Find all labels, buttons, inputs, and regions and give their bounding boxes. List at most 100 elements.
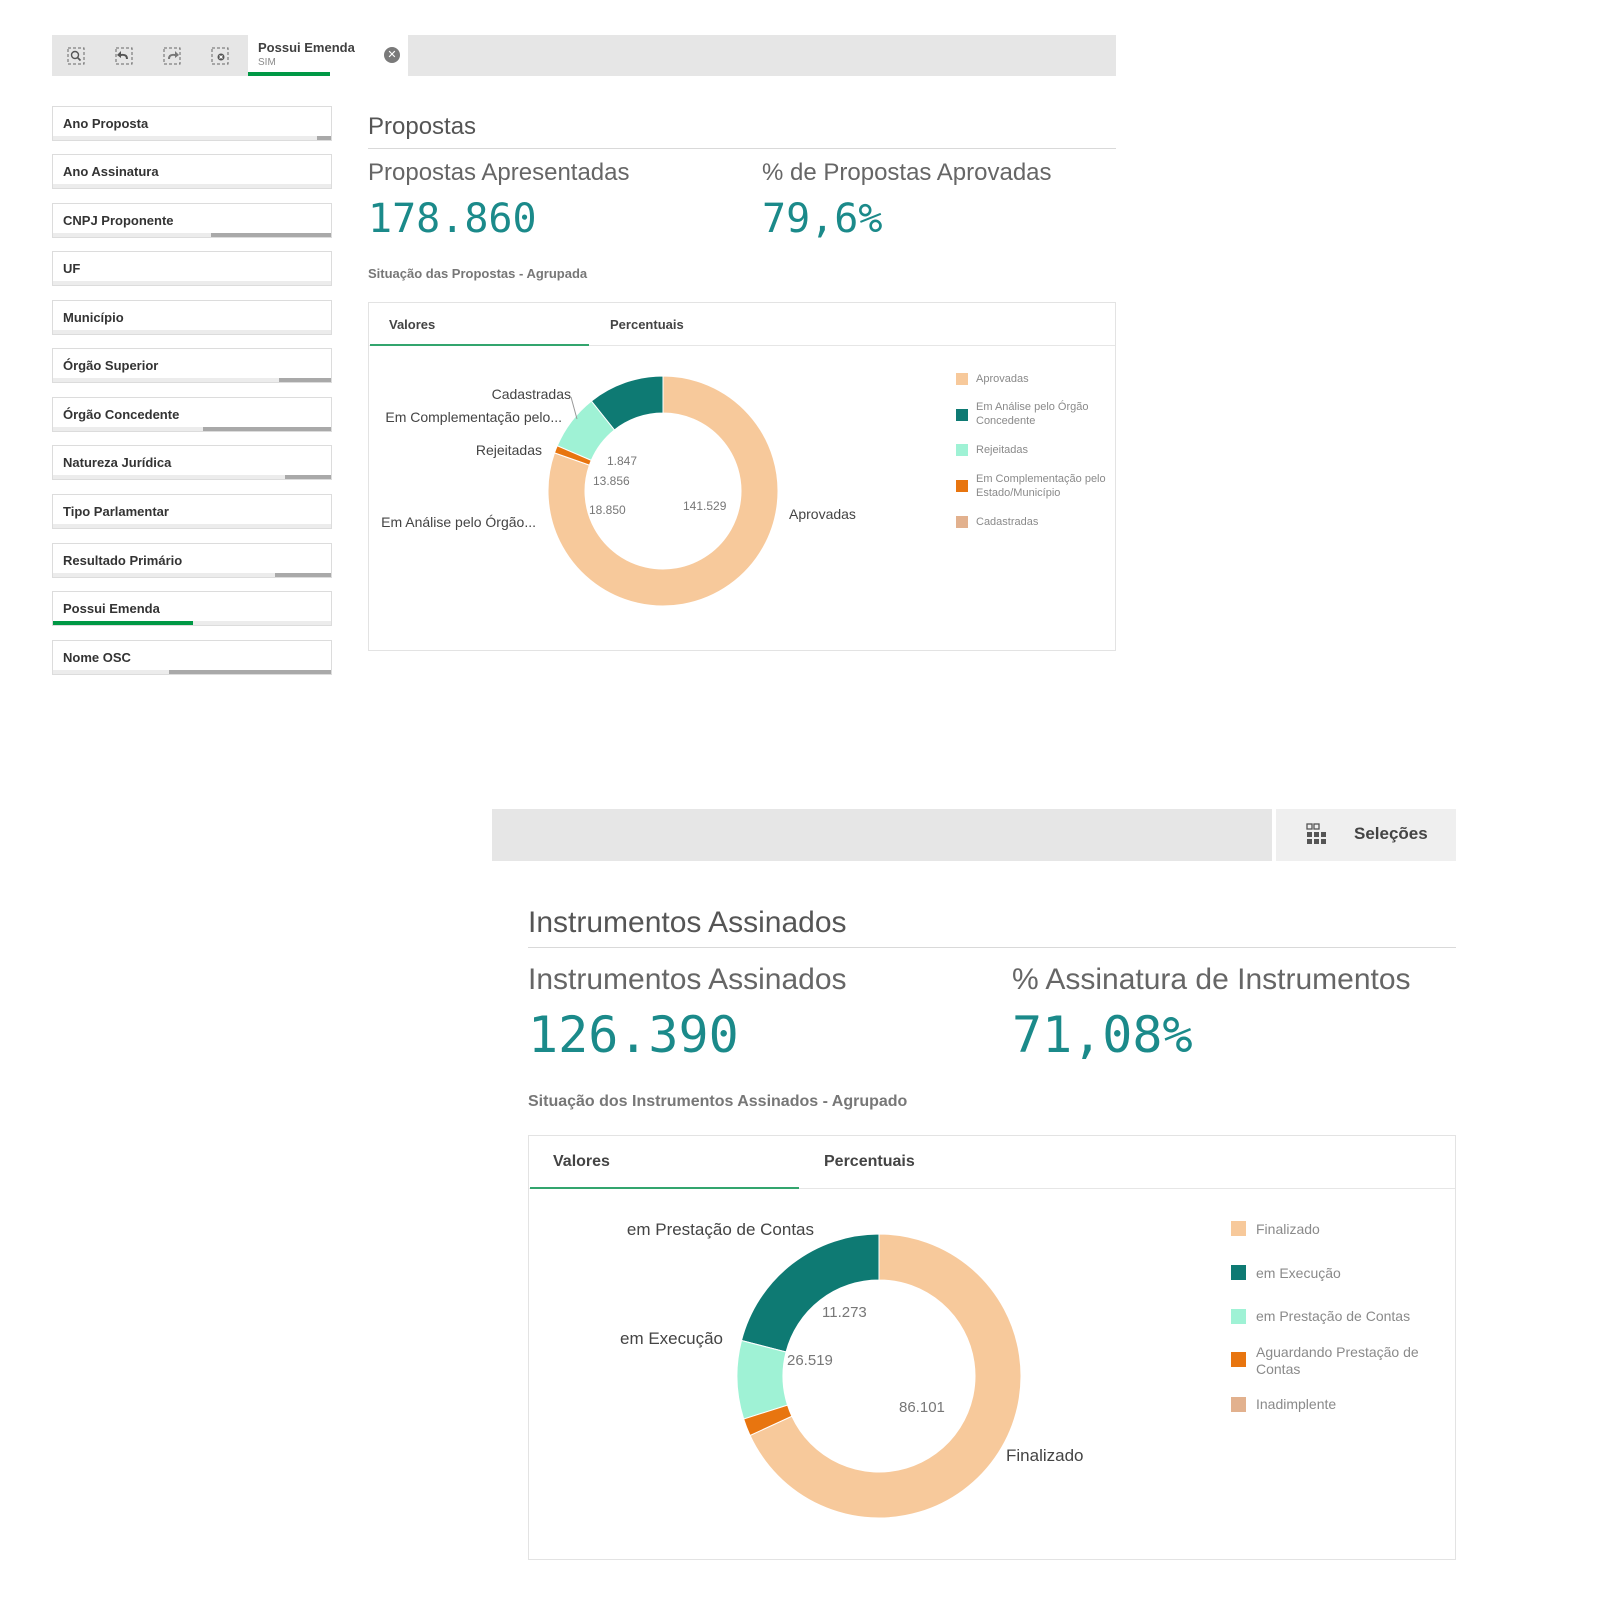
kpi-value-assinatura-instrumentos: 71,08% [1012, 1006, 1193, 1064]
legend-finalizado[interactable]: Finalizado [1256, 1221, 1320, 1237]
value-label-em-analise: 18.850 [589, 503, 626, 517]
filter-uf[interactable]: UF [52, 251, 332, 286]
section-title-propostas: Propostas [368, 113, 477, 140]
legend-swatch-prestacao-contas [1231, 1309, 1246, 1324]
legend-prestacao-contas[interactable]: em Prestação de Contas [1256, 1308, 1411, 1324]
filter-municipio[interactable]: Município [52, 300, 332, 335]
instrumentos-slice-1[interactable] [749, 1233, 1022, 1519]
filter-selected-bar [53, 621, 193, 625]
kpi-label-instrumentos-assinados: Instrumentos Assinados [528, 963, 847, 996]
filter-label: CNPJ Proponente [63, 213, 174, 228]
filter-label: Nome OSC [63, 650, 131, 665]
kpi-label-propostas-apresentadas: Propostas Apresentadas [368, 159, 630, 186]
value-label-aprovadas: 141.529 [683, 499, 727, 513]
step-back-icon[interactable] [100, 35, 148, 76]
instrumentos-slice-2[interactable] [740, 1233, 880, 1353]
smart-search-icon[interactable] [52, 35, 100, 76]
active-tab-indicator [370, 344, 589, 346]
clear-selections-icon[interactable] [196, 35, 244, 76]
chart-panel-instrumentos: Valores Percentuais em Prestação de Cont… [528, 1135, 1456, 1560]
legend-em-execucao[interactable]: em Execução [1256, 1265, 1341, 1281]
filter-ano-proposta[interactable]: Ano Proposta [52, 106, 332, 141]
tab-divider [529, 1188, 1455, 1189]
tab-valores[interactable]: Valores [389, 317, 436, 332]
chart-title-instrumentos: Situação dos Instrumentos Assinados - Ag… [528, 1093, 908, 1110]
filter-state-bar [285, 475, 331, 479]
chart-title-propostas: Situação das Propostas - Agrupada [368, 266, 588, 281]
filter-tipo-parlamentar[interactable]: Tipo Parlamentar [52, 494, 332, 529]
tab-percentuais[interactable]: Percentuais [824, 1153, 915, 1170]
outer-label-em-execucao: em Execução [620, 1329, 723, 1348]
selection-field: Possui Emenda [258, 40, 355, 55]
selection-chip-possui-emenda[interactable]: Possui Emenda SIM ✕ [248, 35, 408, 76]
legend-em-analise[interactable]: Em Análise pelo Órgão Concedente [976, 401, 1089, 427]
propostas-slice-2[interactable] [590, 375, 664, 431]
filter-state-bar [169, 670, 331, 674]
filter-label: Resultado Primário [63, 553, 183, 568]
filter-label: Ano Proposta [63, 116, 149, 131]
propostas-slice-4[interactable] [553, 445, 592, 466]
selections-grid-icon [1306, 823, 1326, 844]
legend-swatch-aprovadas [956, 373, 968, 385]
filter-resultado-primario[interactable]: Resultado Primário [52, 543, 332, 578]
legend-swatch-rejeitadas [956, 444, 968, 456]
selection-indicator [248, 72, 330, 76]
filter-track [53, 330, 331, 334]
filter-state-bar [279, 378, 331, 382]
filter-state-bar [317, 136, 331, 140]
legend-aguardando[interactable]: Aguardando Prestação de Contas [1256, 1344, 1419, 1377]
value-label-em-execucao: 26.519 [787, 1352, 833, 1369]
legend-swatch-cadastradas [956, 516, 968, 528]
legend-complementacao[interactable]: Em Complementação pelo Estado/Município [976, 473, 1106, 499]
legend-aprovadas[interactable]: Aprovadas [976, 373, 1029, 385]
filter-label: Órgão Superior [63, 358, 159, 373]
filter-ano-assinatura[interactable]: Ano Assinatura [52, 154, 332, 189]
instrumentos-slice-3[interactable] [736, 1339, 789, 1420]
chart-panel-propostas: Valores Percentuais Cadastradas Em Compl… [368, 302, 1116, 651]
propostas-slice-3[interactable] [556, 400, 616, 462]
filter-possui-emenda[interactable]: Possui Emenda [52, 591, 332, 626]
instrumentos-slice-4[interactable] [743, 1404, 793, 1437]
section-divider [368, 148, 1116, 149]
donut-chart-instrumentos: em Prestação de Contas em Execução Final… [620, 1220, 1084, 1519]
filter-orgao-superior[interactable]: Órgão Superior [52, 348, 332, 383]
filter-nome-osc[interactable]: Nome OSC [52, 640, 332, 675]
filter-cnpj-proponente[interactable]: CNPJ Proponente [52, 203, 332, 238]
step-forward-icon[interactable] [148, 35, 196, 76]
tab-divider [369, 345, 1115, 346]
selecoes-button[interactable]: Seleções [1306, 823, 1428, 845]
filter-track [53, 427, 331, 431]
outer-label-em-analise: Em Análise pelo Órgão... [381, 514, 536, 530]
legend-swatch-em-execucao [1231, 1265, 1246, 1280]
kpi-value-instrumentos-assinados: 126.390 [528, 1006, 739, 1064]
tab-valores[interactable]: Valores [553, 1153, 610, 1170]
value-label-complementacao: 1.847 [607, 454, 637, 468]
kpi-label-assinatura-instrumentos: % Assinatura de Instrumentos [1012, 963, 1411, 996]
filter-orgao-concedente[interactable]: Órgão Concedente [52, 397, 332, 432]
filter-track [53, 573, 331, 577]
selection-bar-empty [492, 809, 1272, 861]
filter-track [53, 136, 331, 140]
filter-state-bar [275, 573, 331, 577]
filter-label: Possui Emenda [63, 601, 160, 616]
tab-percentuais[interactable]: Percentuais [610, 317, 684, 332]
filter-track [53, 475, 331, 479]
filter-label: UF [63, 261, 81, 276]
filter-label: Tipo Parlamentar [63, 504, 169, 519]
filter-natureza-juridica[interactable]: Natureza Jurídica [52, 445, 332, 480]
propostas-slice-1[interactable] [547, 375, 779, 607]
filter-label: Natureza Jurídica [63, 455, 172, 470]
filter-track [53, 281, 331, 285]
selection-toolbar: Possui Emenda SIM ✕ [52, 35, 1116, 76]
close-icon[interactable]: ✕ [384, 47, 400, 63]
legend-inadimplente[interactable]: Inadimplente [1256, 1396, 1337, 1412]
filter-track [53, 378, 331, 382]
legend-rejeitadas[interactable]: Rejeitadas [976, 444, 1028, 456]
outer-label-finalizado: Finalizado [1006, 1446, 1084, 1465]
legend-cadastradas[interactable]: Cadastradas [976, 516, 1039, 528]
outer-label-complementacao: Em Complementação pelo... [385, 409, 562, 425]
donut-slices [547, 375, 779, 607]
donut-slices [736, 1233, 1022, 1519]
leader-line-cadastradas [570, 396, 578, 420]
legend-swatch-em-analise [956, 409, 968, 421]
